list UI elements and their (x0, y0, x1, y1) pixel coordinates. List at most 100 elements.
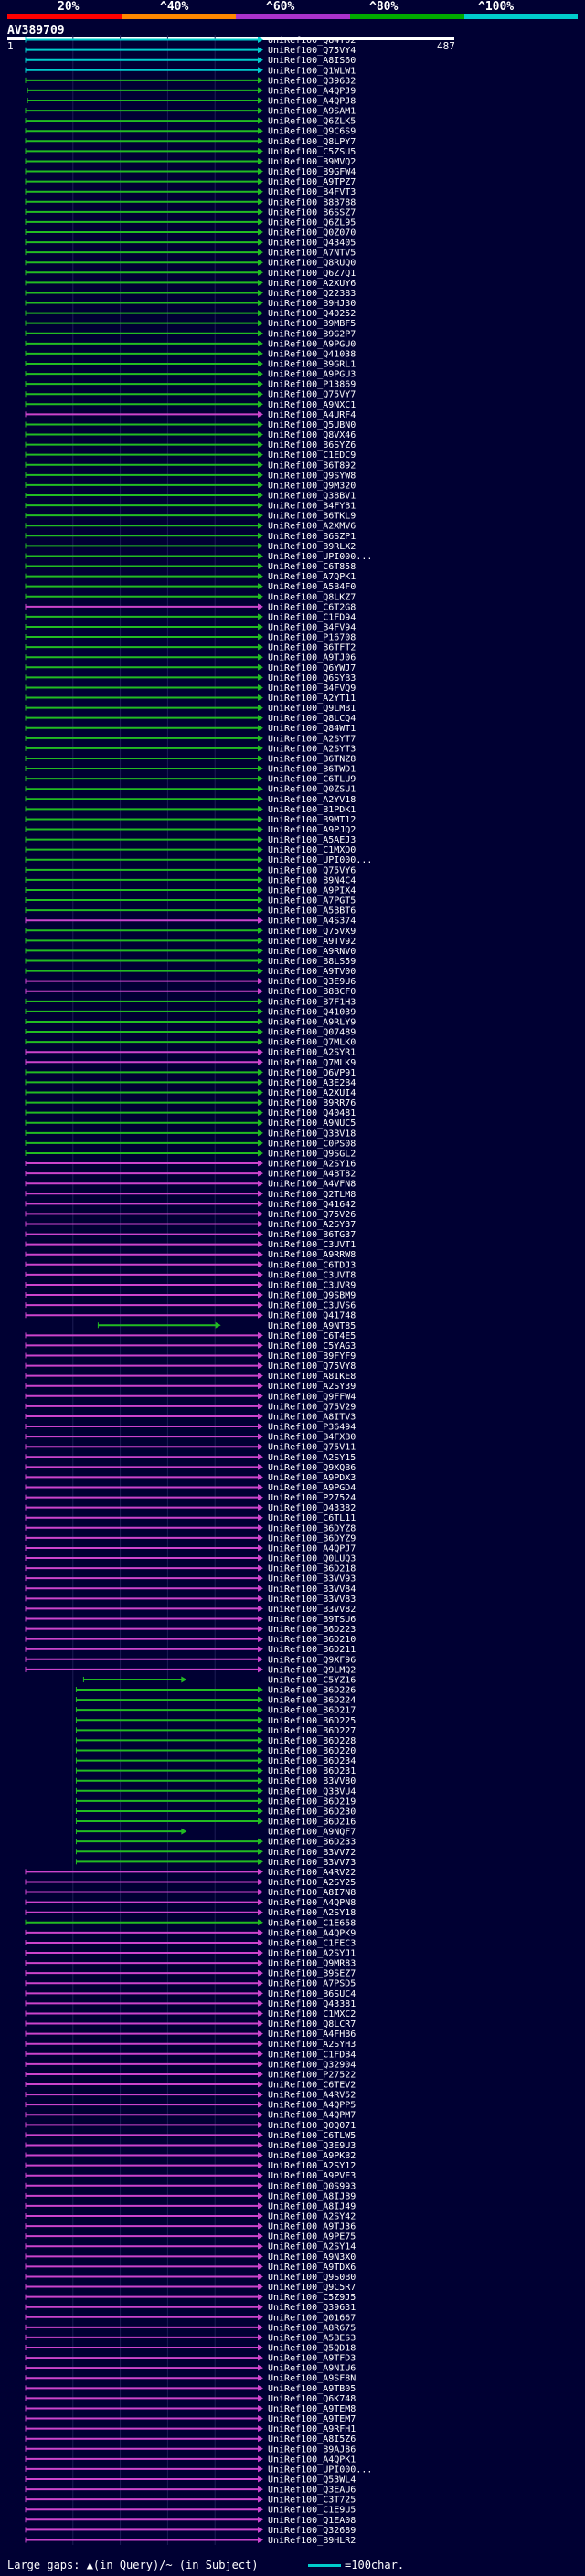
hit-label: UniRef100_B9FYF9 (268, 1352, 356, 1362)
hit-label: UniRef100_Q40481 (268, 1108, 356, 1118)
hit-arrow (258, 968, 263, 975)
hit-label: UniRef100_A5AEJ3 (268, 835, 356, 845)
hit-label: UniRef100_P27524 (268, 1493, 356, 1503)
hit-label: UniRef100_Q07489 (268, 1028, 356, 1038)
hit-arrow (258, 633, 263, 641)
hit-arrow (258, 218, 263, 226)
hit-label: UniRef100_B9RLX2 (268, 542, 356, 552)
hit-arrow (258, 1261, 263, 1268)
hit-arrow (215, 1321, 221, 1329)
hit-label: UniRef100_A8IJB9 (268, 2191, 356, 2201)
hit-arrow (258, 1180, 263, 1187)
hit-arrow (258, 2172, 263, 2179)
hit-label: UniRef100_A9PIX4 (268, 885, 356, 896)
hit-arrow (258, 583, 263, 590)
hit-label: UniRef100_A2SY14 (268, 2242, 356, 2253)
hit-label: UniRef100_B6TKL9 (268, 512, 356, 522)
hit-label: UniRef100_C1FDB4 (268, 2050, 356, 2060)
hit-arrow (258, 815, 263, 822)
hit-arrow (258, 2192, 263, 2200)
hit-arrow (258, 1494, 263, 1501)
hit-arrow (258, 1949, 263, 1956)
hit-arrow (258, 1626, 263, 1633)
hit-label: UniRef100_A9PGU0 (268, 339, 356, 349)
hit-arrow (258, 1646, 263, 1653)
hit-label: UniRef100_Q6VP91 (268, 1068, 356, 1078)
hit-arrow (258, 1595, 263, 1602)
hit-label: UniRef100_B3VV80 (268, 1776, 356, 1786)
hit-label: UniRef100_Q9M320 (268, 481, 356, 491)
hit-arrow (258, 107, 263, 114)
hit-label: UniRef100_A9PGU3 (268, 370, 356, 380)
legend-strip-cyan (464, 14, 578, 19)
hit-arrow (258, 715, 263, 722)
hit-label: UniRef100_A9NIU6 (268, 2364, 356, 2374)
hit-label: UniRef100_Q6YWJ7 (268, 663, 356, 673)
hit-label: UniRef100_C5YAG3 (268, 1341, 356, 1352)
hit-label: UniRef100_A2YV18 (268, 795, 356, 805)
hit-arrow (258, 2404, 263, 2412)
hit-label: UniRef100_P27522 (268, 2070, 356, 2080)
hit-label: UniRef100_Q9SGL2 (268, 1149, 356, 1159)
hit-arrow (258, 1999, 263, 2007)
hit-label: UniRef100_A9RLY9 (268, 1017, 356, 1027)
hit-label: UniRef100_A9NUC5 (268, 1118, 356, 1129)
hit-label: UniRef100_Q9FFW4 (268, 1392, 356, 1402)
hit-arrow (258, 1078, 263, 1086)
hit-arrow (258, 2263, 263, 2270)
hit-arrow (258, 1909, 263, 1916)
hit-arrow (258, 2384, 263, 2391)
hit-label: UniRef100_A9NT85 (268, 1321, 356, 1331)
hit-label: UniRef100_B6D223 (268, 1625, 356, 1635)
hit-label: UniRef100_C1MXC2 (268, 2009, 356, 2019)
hit-label: UniRef100_B6D226 (268, 1686, 356, 1696)
hit-label: UniRef100_B6TNZ8 (268, 754, 356, 764)
hit-arrow (258, 2465, 263, 2473)
hit-label: UniRef100_Q5UBN0 (268, 420, 356, 430)
hit-arrow (258, 2526, 263, 2533)
hit-label: UniRef100_B4FVT3 (268, 187, 356, 197)
hit-label: UniRef100_B6D225 (268, 1716, 356, 1726)
hit-label: UniRef100_Q9C6S9 (268, 127, 356, 137)
hit-label: UniRef100_A8I7N8 (268, 1888, 356, 1898)
hit-label: UniRef100_B9RR76 (268, 1098, 356, 1108)
hit-label: UniRef100_B4FXB0 (268, 1433, 356, 1443)
hit-arrow (258, 1574, 263, 1582)
hit-arrow (258, 259, 263, 266)
hit-arrow (258, 1787, 263, 1795)
hit-arrow (258, 1221, 263, 1228)
hit-arrow (258, 502, 263, 509)
scale-legend-text: =100char. (345, 2559, 405, 2571)
hit-arrow (258, 269, 263, 276)
hit-arrow (258, 1524, 263, 1532)
hit-label: UniRef100_B6TWD1 (268, 765, 356, 775)
hit-label: UniRef100_A7NTV5 (268, 249, 356, 259)
hit-label: UniRef100_B4FV94 (268, 622, 356, 632)
hit-arrow (258, 603, 263, 610)
hit-label: UniRef100_A9PDX3 (268, 1473, 356, 1483)
hit-arrow (258, 1341, 263, 1349)
hit-label: UniRef100_A8I5Z6 (268, 2434, 356, 2444)
hit-arrow (258, 1352, 263, 1359)
hit-arrow (258, 2324, 263, 2331)
hit-arrow (258, 2212, 263, 2220)
hit-label: UniRef100_Q6SYB3 (268, 673, 356, 684)
hit-arrow (258, 2152, 263, 2159)
hit-arrow (258, 2202, 263, 2210)
hit-arrow (258, 1150, 263, 1157)
hit-arrow (258, 755, 263, 762)
hit-arrow (258, 1453, 263, 1460)
hit-label: UniRef100_B9G2P7 (268, 329, 356, 339)
hit-arrow (258, 2182, 263, 2189)
hit-arrow (258, 2030, 263, 2038)
hit-arrow (258, 856, 263, 864)
hit-arrow (258, 1838, 263, 1845)
hit-arrow (258, 228, 263, 236)
hit-label: UniRef100_A2SY16 (268, 1160, 356, 1170)
hit-label: UniRef100_C1EDC9 (268, 451, 356, 461)
hit-arrow (258, 2141, 263, 2148)
hit-arrow (258, 157, 263, 164)
hit-label: UniRef100_Q75VY6 (268, 865, 356, 875)
hit-label: UniRef100_B9MVQ2 (268, 157, 356, 167)
hit-arrow (258, 1331, 263, 1339)
